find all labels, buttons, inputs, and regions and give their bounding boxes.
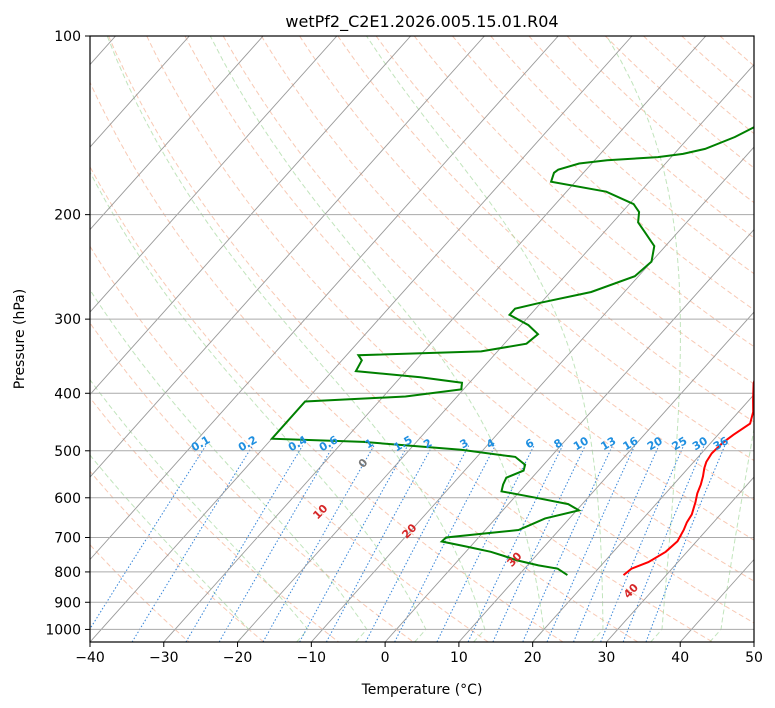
dry-adiabat-label: 40 <box>621 581 641 601</box>
dry-adiabat-line <box>604 36 754 169</box>
dry-adiabat-line <box>490 36 754 275</box>
dry-adiabat-line <box>528 36 754 239</box>
dry-adiabat-line <box>452 36 754 311</box>
dry-adiabat-label: 0 <box>356 456 371 471</box>
mixing-ratio-line <box>185 445 304 642</box>
mixing-ratio-line <box>600 445 685 642</box>
isotherm-line <box>90 36 559 561</box>
moist-adiabat-line <box>606 36 681 642</box>
x-axis-label: Temperature (°C) <box>361 682 483 698</box>
isotherm-line <box>458 311 754 642</box>
dewpoint-profile-line <box>269 126 754 576</box>
mixing-ratio-line <box>218 445 334 642</box>
mixing-ratio-line <box>467 445 564 642</box>
x-tick-label: −40 <box>75 650 105 666</box>
dry-adiabat-line <box>566 36 754 204</box>
y-tick-label: 700 <box>54 531 81 547</box>
moist-adiabat-line <box>209 36 545 642</box>
mixing-ratio-line <box>394 445 496 642</box>
dry-adiabat-line <box>146 36 754 624</box>
mixing-ratio-label: 6 <box>523 436 536 451</box>
isotherm-line <box>163 36 707 642</box>
isotherm-line <box>310 146 754 642</box>
dry-adiabat-line <box>90 470 265 642</box>
y-tick-label: 100 <box>54 29 81 45</box>
y-axis-label: Pressure (hPa) <box>12 289 28 389</box>
dry-adiabat-line <box>375 36 754 385</box>
moist-adiabat-line <box>90 378 309 642</box>
moist-adiabat-line <box>90 289 368 642</box>
isotherm-line <box>90 36 264 231</box>
dry-adiabat-line <box>260 36 754 501</box>
x-tick-label: 20 <box>524 650 542 666</box>
y-tick-label: 200 <box>54 208 81 224</box>
dry-adiabat-line <box>222 36 754 541</box>
mixing-ratio-line <box>492 445 586 642</box>
dry-adiabat-line <box>90 245 489 642</box>
isotherm-line <box>606 476 754 642</box>
dry-adiabat-label: 30 <box>505 549 525 569</box>
dry-adiabat-line <box>184 36 754 582</box>
isotherm-line <box>679 558 754 642</box>
dry-adiabat-line <box>90 165 564 642</box>
mixing-ratio-line <box>436 445 535 642</box>
dry-adiabat-line <box>90 322 414 642</box>
y-tick-label: 900 <box>54 595 81 611</box>
x-tick-label: −30 <box>149 650 179 666</box>
mixing-ratio-line <box>622 445 705 642</box>
x-tick-label: −20 <box>223 650 253 666</box>
y-tick-label: 400 <box>54 386 81 402</box>
mixing-ratio-line <box>546 445 636 642</box>
moist-adiabat-line <box>106 36 486 642</box>
isotherm-line <box>384 228 754 642</box>
isotherm-line <box>90 36 190 148</box>
mixing-ratio-line <box>325 445 433 642</box>
dry-adiabat-line <box>299 36 754 462</box>
dry-adiabat-line <box>108 36 713 642</box>
chart-title: wetPf2_C2E1.2026.005.15.01.R04 <box>285 12 558 32</box>
dry-adiabat-line <box>90 544 190 642</box>
isotherm-line <box>90 36 633 642</box>
moist-adiabat-line <box>90 171 427 642</box>
moist-adiabat-line <box>90 454 250 642</box>
mixing-ratio-label: 2 <box>421 436 434 451</box>
temperature-profile-line <box>622 378 754 576</box>
isotherm-line <box>753 641 754 642</box>
x-tick-label: 0 <box>381 650 390 666</box>
x-tick-label: 30 <box>598 650 616 666</box>
mixing-ratio-line <box>262 445 375 642</box>
moist-adiabat-line <box>366 36 604 642</box>
mixing-ratio-line <box>131 445 254 642</box>
dry-adiabat-line <box>413 36 754 348</box>
isotherm-line <box>90 36 412 396</box>
mixing-ratio-line <box>299 445 409 642</box>
y-tick-label: 800 <box>54 565 81 581</box>
x-tick-label: −10 <box>297 650 327 666</box>
isotherm-line <box>90 36 338 313</box>
isotherm-line <box>532 393 754 642</box>
mixing-ratio-line <box>573 445 660 642</box>
x-tick-label: 40 <box>671 650 689 666</box>
mixing-ratio-line <box>645 445 726 642</box>
y-tick-label: 500 <box>54 444 81 460</box>
dry-adiabat-line <box>337 36 754 423</box>
x-tick-label: 50 <box>745 650 763 666</box>
mixing-ratio-line <box>522 445 614 642</box>
isotherm-line <box>90 36 485 478</box>
x-tick-label: 10 <box>450 650 468 666</box>
y-tick-label: 1000 <box>45 622 81 638</box>
dry-adiabat-line <box>719 36 754 67</box>
mixing-ratio-line <box>90 445 207 630</box>
dry-adiabat-line <box>681 36 754 101</box>
y-tick-label: 300 <box>54 312 81 328</box>
mixing-ratio-label: 1 <box>363 436 376 451</box>
dry-adiabat-line <box>90 81 639 642</box>
isotherm-line <box>237 63 754 642</box>
plot-frame <box>89 35 755 643</box>
dry-adiabat-line <box>643 36 754 135</box>
y-tick-label: 600 <box>54 491 81 507</box>
